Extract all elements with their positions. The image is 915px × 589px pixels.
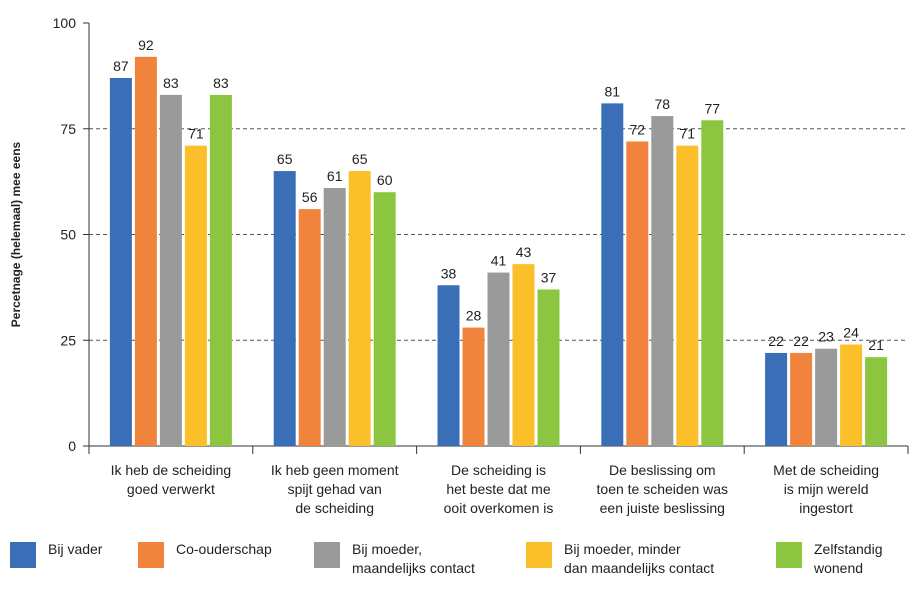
data-label: 78 (655, 96, 671, 112)
data-label: 92 (138, 37, 154, 53)
data-label: 23 (818, 329, 834, 345)
bar (487, 272, 510, 446)
bar (273, 171, 296, 447)
bar (865, 357, 888, 446)
data-label: 28 (466, 308, 482, 324)
y-tick-label: 75 (60, 121, 76, 137)
legend-item: Zelfstandig wonend (776, 540, 882, 578)
bar (815, 348, 838, 446)
legend-item: Co-ouderschap (138, 540, 272, 568)
x-tick-label: De beslissing om toen te scheiden was een … (597, 462, 729, 516)
bar (840, 344, 863, 446)
bar (437, 285, 460, 446)
bar (109, 77, 132, 447)
data-label: 22 (768, 333, 784, 349)
data-label: 71 (680, 126, 696, 142)
data-label: 41 (491, 253, 507, 269)
bar (348, 171, 371, 447)
legend-swatch (776, 542, 802, 568)
legend-swatch (138, 542, 164, 568)
legend-item: Bij vader (10, 540, 102, 568)
legend-label: Bij vader (48, 541, 103, 557)
data-label: 65 (277, 151, 293, 167)
data-label: 71 (188, 126, 204, 142)
data-label: 72 (630, 121, 646, 137)
bar (765, 352, 788, 446)
bar (184, 145, 207, 447)
y-axis-label: Percetnage (helemaal) mee eens (9, 141, 23, 327)
data-label: 81 (605, 83, 621, 99)
legend-swatch (314, 542, 340, 568)
data-label: 87 (113, 58, 129, 74)
bar (601, 103, 624, 447)
data-label: 65 (352, 151, 368, 167)
bar (298, 209, 321, 446)
data-label: 37 (541, 269, 557, 285)
bar (134, 56, 157, 447)
y-tick-label: 25 (60, 332, 76, 348)
legend-label: Co-ouderschap (176, 541, 272, 557)
data-label: 24 (843, 324, 859, 340)
x-tick-label: Ik heb geen moment spijt gehad van de sche… (271, 462, 399, 516)
data-label: 43 (516, 244, 532, 260)
bar (323, 187, 346, 446)
bar (373, 192, 396, 446)
legend: Bij vader Co-ouderschap Bij moeder, maande… (0, 540, 915, 589)
bar (790, 352, 813, 446)
data-label: 56 (302, 189, 318, 205)
bar (537, 289, 560, 446)
legend-label: Bij moeder, maandelijks contact (352, 541, 475, 576)
data-label: 83 (213, 75, 229, 91)
bar (209, 94, 232, 446)
data-label: 38 (441, 265, 457, 281)
data-label: 21 (868, 337, 884, 353)
y-tick-label: 0 (68, 438, 76, 454)
data-label: 83 (163, 75, 179, 91)
data-label: 22 (793, 333, 809, 349)
bar (701, 120, 724, 446)
x-tick-label: Ik heb de scheiding goed verwerkt (111, 462, 232, 497)
chart: 0 25 50 75 100 Percetnage (helemaal) mee eens… (9, 15, 909, 516)
legend-label: Zelfstandig wonend (814, 541, 883, 576)
legend-label: Bij moeder, minder dan maandelijks conta… (564, 541, 715, 576)
legend-swatch (526, 542, 552, 568)
x-tick-label: De scheiding is het beste dat me ooit over… (444, 462, 554, 516)
data-label: 60 (377, 172, 393, 188)
data-label: 61 (327, 168, 343, 184)
bar (512, 264, 535, 446)
legend-swatch (10, 542, 36, 568)
bar (676, 145, 699, 447)
bar (462, 327, 485, 446)
data-label: 77 (705, 100, 721, 116)
x-tick-label: Met de scheiding is mijn wereld ingestort (773, 462, 879, 516)
bar (159, 94, 182, 446)
bar (651, 116, 674, 446)
legend-item: Bij moeder, minder dan maandelijks conta… (526, 540, 714, 578)
y-tick-label: 50 (60, 227, 76, 243)
legend-item: Bij moeder, maandelijks contact (314, 540, 475, 578)
bar (626, 141, 649, 446)
y-tick-label: 100 (53, 15, 77, 31)
